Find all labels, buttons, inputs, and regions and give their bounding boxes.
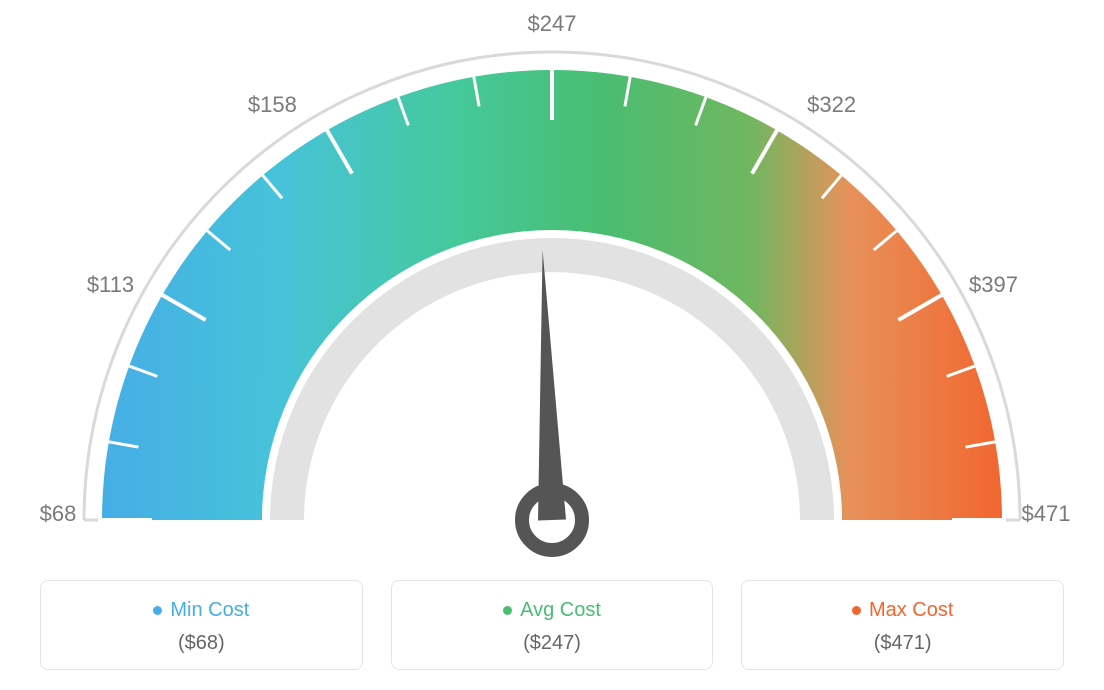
cost-gauge-chart: { "gauge": { "type": "gauge", "center_x"… — [0, 0, 1104, 690]
legend-avg-label: Avg Cost — [520, 599, 601, 621]
legend-title-min: Min Cost — [51, 599, 352, 622]
gauge-svg — [0, 0, 1104, 560]
legend-max-label: Max Cost — [869, 599, 953, 621]
legend-title-max: Max Cost — [752, 599, 1053, 622]
legend-avg-value: ($247) — [402, 632, 703, 655]
gauge-tick-label: $158 — [248, 92, 297, 118]
gauge-tick-label: $68 — [40, 501, 77, 527]
gauge-tick-label: $247 — [528, 11, 577, 37]
legend-min-value: ($68) — [51, 632, 352, 655]
dot-icon — [503, 606, 512, 615]
dot-icon — [153, 606, 162, 615]
legend-min-label: Min Cost — [170, 599, 249, 621]
gauge-area: $68 $113 $158 $247 $322 $397 $471 — [0, 0, 1104, 560]
dot-icon — [852, 606, 861, 615]
legend-row: Min Cost ($68) Avg Cost ($247) Max Cost … — [40, 580, 1064, 670]
legend-card-max: Max Cost ($471) — [741, 580, 1064, 670]
gauge-tick-label: $322 — [807, 92, 856, 118]
gauge-tick-label: $397 — [969, 272, 1018, 298]
legend-title-avg: Avg Cost — [402, 599, 703, 622]
gauge-tick-label: $113 — [87, 272, 134, 298]
legend-card-min: Min Cost ($68) — [40, 580, 363, 670]
legend-max-value: ($471) — [752, 632, 1053, 655]
legend-card-avg: Avg Cost ($247) — [391, 580, 714, 670]
gauge-tick-label: $471 — [1022, 501, 1071, 527]
